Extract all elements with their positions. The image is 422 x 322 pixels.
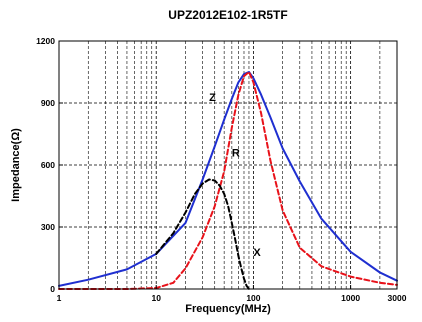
- y-tick-label: 900: [41, 98, 55, 108]
- series-line-x: [155, 178, 250, 290]
- data-series: [58, 71, 398, 290]
- x-tick-label: 1: [57, 293, 62, 303]
- series-line-r: [58, 71, 398, 290]
- series-label-r: R: [232, 148, 240, 160]
- x-axis-title: Frequency(MHz): [185, 303, 271, 315]
- y-tick-label: 1200: [36, 36, 55, 46]
- series-label-x: X: [253, 247, 261, 259]
- y-tick-label: 300: [41, 222, 55, 232]
- x-tick-label: 3000: [388, 293, 407, 303]
- y-tick-label: 600: [41, 160, 55, 170]
- grid-lines: [59, 41, 397, 289]
- series-line-z: [58, 71, 398, 287]
- chart-title: UPZ2012E102-1R5TF: [168, 8, 287, 22]
- y-axis-title: Impedance(Ω): [10, 128, 22, 202]
- y-tick-label: 0: [50, 284, 55, 294]
- x-tick-label: 100: [246, 293, 260, 303]
- series-label-z: Z: [209, 92, 216, 104]
- x-tick-label: 10: [151, 293, 161, 303]
- x-tick-label: 1000: [341, 293, 360, 303]
- axis-ticks: 1 10 100 1000 3000 0 300 600 900 1200: [36, 36, 407, 303]
- series-labels: Z R X: [209, 92, 261, 259]
